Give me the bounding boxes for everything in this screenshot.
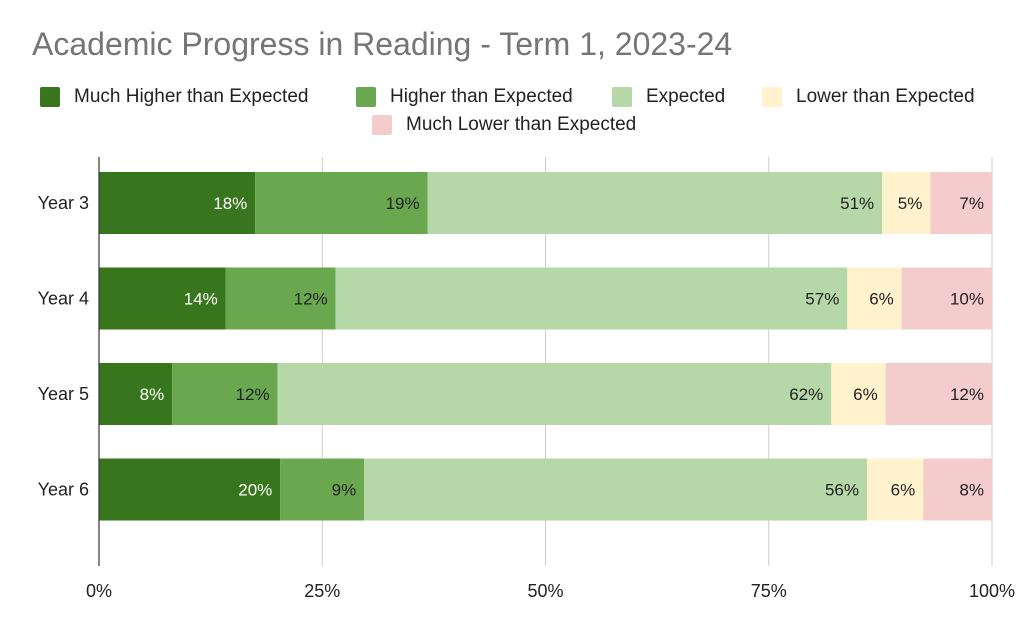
x-tick-label: 50% xyxy=(527,581,563,601)
data-label: 14% xyxy=(184,290,218,309)
data-label: 57% xyxy=(805,290,839,309)
category-label: Year 3 xyxy=(38,193,89,213)
data-label: 12% xyxy=(294,290,328,309)
bar-segment xyxy=(923,458,992,521)
bar-segment xyxy=(225,267,336,330)
legend-label: Higher than Expected xyxy=(390,86,573,107)
legend-label: Expected xyxy=(646,86,726,107)
category-label: Year 5 xyxy=(38,384,89,404)
data-label: 8% xyxy=(959,481,984,500)
data-label: 10% xyxy=(950,290,984,309)
data-label: 56% xyxy=(825,481,859,500)
bar-segment xyxy=(885,363,992,425)
x-tick-label: 75% xyxy=(751,581,787,601)
data-label: 6% xyxy=(891,481,916,500)
bar-segment xyxy=(172,363,278,425)
legend-label: Much Lower than Expected xyxy=(406,114,637,135)
legend-item: Expected xyxy=(612,86,725,108)
bar-segment xyxy=(99,172,256,234)
legend: Much Higher than Expected Higher than Exp… xyxy=(0,84,1024,140)
bar-segment xyxy=(255,172,428,234)
chart-title: Academic Progress in Reading - Term 1, 2… xyxy=(32,26,733,62)
bar-segment xyxy=(930,172,992,234)
legend-swatch xyxy=(356,87,376,107)
x-tick-label: 100% xyxy=(969,581,1015,601)
data-label: 18% xyxy=(213,194,247,213)
data-label: 6% xyxy=(853,385,878,404)
legend-swatch xyxy=(612,87,632,107)
bar-segment xyxy=(335,267,848,330)
bar-segment xyxy=(99,363,173,425)
bar-segment xyxy=(831,363,886,425)
bar-segment xyxy=(99,267,226,330)
category-label: Year 6 xyxy=(38,480,89,500)
bar-segment xyxy=(99,458,281,521)
bar-segment xyxy=(847,267,902,330)
data-label: 9% xyxy=(332,481,357,500)
data-label: 62% xyxy=(789,385,823,404)
legend-item: Much Lower than Expected xyxy=(372,114,636,136)
data-label: 51% xyxy=(840,194,874,213)
data-label: 12% xyxy=(950,385,984,404)
data-label: 12% xyxy=(236,385,270,404)
data-label: 5% xyxy=(898,194,923,213)
legend-swatch xyxy=(40,87,60,107)
legend-item: Much Higher than Expected xyxy=(40,86,308,108)
data-label: 20% xyxy=(238,481,272,500)
legend-label: Lower than Expected xyxy=(796,86,975,107)
category-label: Year 4 xyxy=(38,289,89,309)
data-label: 19% xyxy=(386,194,420,213)
bar-segment xyxy=(280,458,365,521)
bar-segment xyxy=(882,172,931,234)
legend-swatch xyxy=(762,87,782,107)
bar-segment xyxy=(866,458,924,521)
legend-item: Higher than Expected xyxy=(356,86,573,108)
legend-item: Lower than Expected xyxy=(762,86,975,108)
bar-segment xyxy=(901,267,992,330)
bar-segment xyxy=(364,458,867,521)
legend-swatch xyxy=(372,115,392,135)
bar-segment xyxy=(427,172,883,234)
data-label: 8% xyxy=(140,385,165,404)
x-tick-label: 0% xyxy=(86,581,112,601)
legend-label: Much Higher than Expected xyxy=(74,86,309,107)
data-label: 7% xyxy=(959,194,984,213)
bar-segment xyxy=(277,363,832,425)
data-label: 6% xyxy=(869,290,894,309)
x-tick-label: 25% xyxy=(304,581,340,601)
